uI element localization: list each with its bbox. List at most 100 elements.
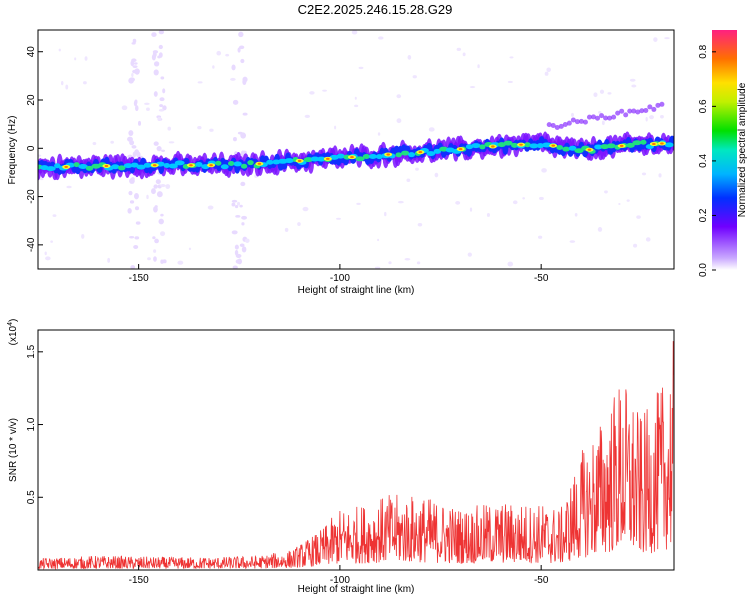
noise-blob: [151, 32, 157, 37]
ridge-branch: [566, 120, 572, 126]
noise-blob: [377, 132, 381, 136]
ridge-peak-center: [257, 162, 262, 165]
ridge-peak-center: [326, 157, 330, 160]
noise-blob: [234, 205, 239, 209]
noise-blob: [388, 261, 392, 265]
noise-blob: [604, 190, 608, 194]
ridge-branch: [582, 119, 588, 125]
spectrogram-xtick-label: -100: [330, 273, 350, 284]
noise-blob: [153, 91, 158, 97]
noise-blob: [58, 48, 61, 52]
noise-blob: [234, 249, 239, 256]
chart-title: C2E2.2025.246.15.28.G29: [298, 2, 453, 17]
spectrogram-ticks: -150 -100 -50 -40 -20 0 20 40: [26, 46, 549, 284]
noise-blob: [137, 120, 142, 126]
noise-blob: [160, 231, 166, 237]
spectrogram-xlabel: Height of straight line (km): [298, 285, 415, 296]
ridge-hotspot: [73, 162, 80, 168]
ridge-hotspot: [310, 156, 320, 162]
snr-ytick-label: 1.5: [26, 344, 37, 358]
noise-blob: [404, 258, 411, 261]
ridge-hotspot: [136, 164, 146, 170]
spectrogram-xtick-label: -150: [129, 273, 149, 284]
noise-blob: [629, 78, 636, 82]
snr-frame: [37, 329, 675, 571]
ridge-branch: [635, 109, 641, 115]
ridge-hotspot: [247, 160, 254, 166]
noise-blob: [156, 145, 162, 152]
noise-blob: [406, 178, 411, 182]
noise-blob: [241, 222, 245, 226]
ridge-hotspot: [574, 148, 584, 154]
ridge-branch: [639, 108, 645, 114]
noise-blob: [132, 38, 137, 44]
ridge-hotspot: [130, 162, 139, 168]
colorbar-ticks: 0.0 0.2 0.4 0.6 0.8: [698, 44, 716, 277]
spectrogram-ridge: [38, 101, 674, 181]
ridge-hotspot: [168, 163, 178, 169]
ridge-hotspot: [195, 161, 203, 167]
noise-blob: [50, 240, 53, 243]
noise-blob: [131, 72, 134, 77]
ridge-branch: [570, 117, 576, 123]
ridge-peak-center: [551, 144, 556, 147]
ridge-hotspot: [174, 160, 185, 166]
noise-blob: [284, 227, 289, 232]
noise-blob: [127, 136, 133, 142]
spectrogram-frame: [37, 29, 675, 270]
ridge-peak-center: [350, 155, 354, 159]
ridge-branch: [550, 123, 556, 129]
ridge-peak-center: [652, 142, 656, 146]
noise-blob: [509, 56, 514, 59]
noise-blob: [593, 92, 598, 98]
spectrogram-panel: -150 -100 -50 -40 -20 0 20 40 Height of straigh…: [7, 29, 675, 296]
noise-blob: [159, 97, 165, 102]
ridge-hotspot: [426, 151, 436, 157]
ridge-hotspot: [529, 143, 539, 149]
noise-blob: [231, 64, 236, 71]
ridge-branch: [623, 112, 629, 118]
ridge-branch: [586, 114, 592, 120]
noise-blob: [467, 252, 472, 257]
noise-blob: [160, 184, 166, 188]
noise-blob: [74, 57, 77, 61]
noise-blob: [334, 125, 337, 130]
noise-blob: [39, 177, 44, 181]
ridge-hotspot: [355, 156, 365, 162]
noise-blob: [162, 88, 166, 94]
noise-blob: [167, 126, 171, 131]
ridge-hotspot: [227, 161, 235, 167]
noise-blob: [161, 149, 166, 153]
noise-blob: [147, 257, 151, 261]
ridge-branch: [546, 122, 552, 128]
ridge-hotspot: [562, 146, 570, 152]
noise-blob: [128, 190, 133, 196]
noise-blob: [574, 212, 578, 217]
noise-blob: [158, 218, 164, 225]
noise-blob: [242, 112, 248, 116]
noise-blob: [234, 244, 239, 250]
noise-blob: [241, 246, 247, 253]
ridge-branch: [647, 104, 653, 110]
snr-series-line: [38, 341, 674, 570]
noise-blob: [356, 202, 361, 205]
noise-blob: [212, 65, 215, 69]
ridge-peak-center: [189, 164, 193, 167]
ridge-branch: [590, 114, 596, 120]
ridge-hotspot: [479, 144, 486, 150]
noise-blob: [127, 208, 132, 214]
noise-blob: [134, 192, 139, 200]
noise-blob: [304, 114, 311, 118]
spectrogram-marks: [38, 30, 674, 269]
snr-xtick-label: -50: [534, 575, 549, 586]
noise-blob: [146, 194, 149, 200]
noise-blob: [160, 76, 165, 80]
ridge-peak-center: [297, 159, 302, 162]
noise-blob: [354, 96, 357, 100]
noise-blob: [153, 256, 157, 262]
ridge-branch: [643, 107, 649, 113]
ridge-peak-center: [418, 151, 423, 154]
noise-blob: [231, 199, 238, 203]
noise-blob: [144, 102, 150, 106]
